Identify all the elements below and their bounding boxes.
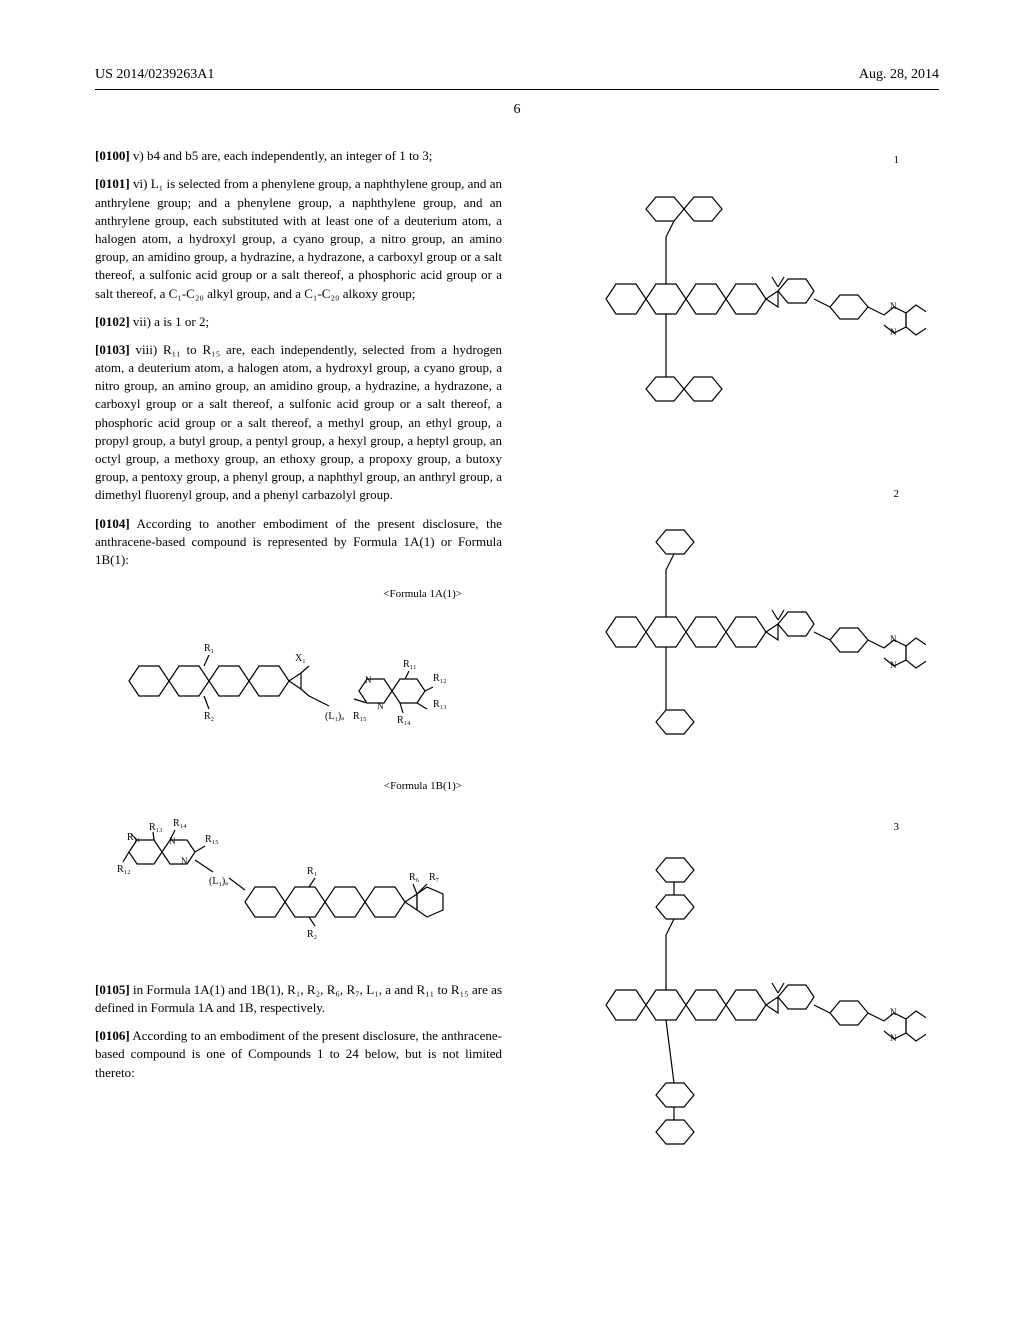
svg-text:R₁₃: R₁₃ [433, 699, 447, 710]
compound-2-label: 2 [532, 487, 899, 502]
pub-number: US 2014/0239263A1 [95, 65, 214, 85]
para-text: in Formula 1A(1) and 1B(1), R₁, R₂, R₆, … [95, 982, 502, 1015]
svg-text:R₂: R₂ [204, 711, 214, 722]
svg-text:R₁₄: R₁₄ [397, 715, 411, 726]
para-num: [0100] [95, 148, 130, 163]
svg-text:R₁₄: R₁₄ [173, 818, 187, 829]
formula-1b1-structure: N N R₁₂ R₁₃ R₁₄ R₁₅ R₁₁ (L₁)ₐ [109, 802, 489, 967]
svg-text:R₁₂: R₁₂ [117, 864, 131, 875]
para-0104: [0104] According to another embodiment o… [95, 515, 502, 570]
svg-text:(L₁)ₐ: (L₁)ₐ [209, 876, 228, 887]
para-0103: [0103] viii) R₁₁ to R₁₅ are, each indepe… [95, 341, 502, 505]
compound-1-label: 1 [532, 153, 899, 168]
svg-text:N: N [890, 660, 897, 670]
content-columns: [0100] v) b4 and b5 are, each independen… [95, 147, 939, 1233]
svg-text:R₁₃: R₁₃ [149, 822, 163, 833]
para-text: v) b4 and b5 are, each independently, an… [133, 148, 433, 163]
compound-2-structure: N N [546, 512, 926, 792]
para-num: [0106] [95, 1028, 130, 1043]
para-text: vii) a is 1 or 2; [133, 314, 209, 329]
formula-1b1-label: <Formula 1B(1)> [95, 779, 462, 794]
svg-text:N: N [890, 1033, 897, 1043]
page-number: 6 [95, 100, 939, 120]
compound-3-structure: N N [546, 845, 926, 1205]
svg-text:R₂: R₂ [307, 929, 317, 940]
svg-text:N: N [890, 634, 897, 644]
svg-text:N: N [890, 301, 897, 311]
para-text: viii) R₁₁ to R₁₅ are, each independently… [95, 342, 502, 503]
compound-3-label: 3 [532, 820, 899, 835]
para-0105: [0105] in Formula 1A(1) and 1B(1), R₁, R… [95, 981, 502, 1017]
formula-1a1-structure: (L₁)ₐ N N R₁ R₂ X₁ R₁₁ R₁₂ R₁₃ R₁₄ R₁₅ [109, 611, 489, 761]
svg-text:R₁: R₁ [307, 866, 317, 877]
formula-1a1-label: <Formula 1A(1)> [95, 587, 462, 602]
para-num: [0103] [95, 342, 130, 357]
svg-text:R₇: R₇ [429, 872, 439, 883]
svg-text:(L₁)ₐ: (L₁)ₐ [325, 711, 344, 722]
svg-text:N: N [890, 1007, 897, 1017]
para-num: [0105] [95, 982, 130, 997]
svg-text:R₁₂: R₁₂ [433, 673, 447, 684]
para-num: [0101] [95, 176, 130, 191]
para-0106: [0106] According to an embodiment of the… [95, 1027, 502, 1082]
compound-1-structure: N N [546, 179, 926, 459]
para-num: [0104] [95, 516, 130, 531]
svg-text:R₁₅: R₁₅ [353, 711, 367, 722]
para-text: According to an embodiment of the presen… [95, 1028, 502, 1079]
svg-text:N: N [181, 856, 188, 866]
left-column: [0100] v) b4 and b5 are, each independen… [95, 147, 502, 1233]
para-text: According to another embodiment of the p… [95, 516, 502, 567]
svg-text:N: N [890, 327, 897, 337]
page-header: US 2014/0239263A1 Aug. 28, 2014 [95, 65, 939, 85]
svg-text:R₆: R₆ [409, 872, 420, 883]
svg-text:N: N [365, 675, 372, 685]
para-0101: [0101] vi) L₁ is selected from a phenyle… [95, 175, 502, 302]
para-0100: [0100] v) b4 and b5 are, each independen… [95, 147, 502, 165]
para-0102: [0102] vii) a is 1 or 2; [95, 313, 502, 331]
svg-text:N: N [377, 701, 384, 711]
svg-text:R₁₁: R₁₁ [403, 659, 417, 670]
para-num: [0102] [95, 314, 130, 329]
right-column: 1 [532, 147, 939, 1233]
svg-text:X₁: X₁ [295, 653, 306, 664]
svg-text:N: N [169, 836, 176, 846]
para-text: vi) L₁ is selected from a phenylene grou… [95, 176, 502, 300]
header-rule [95, 89, 939, 90]
svg-text:R₁: R₁ [204, 643, 214, 654]
svg-text:R₁₅: R₁₅ [205, 834, 219, 845]
pub-date: Aug. 28, 2014 [859, 65, 939, 85]
